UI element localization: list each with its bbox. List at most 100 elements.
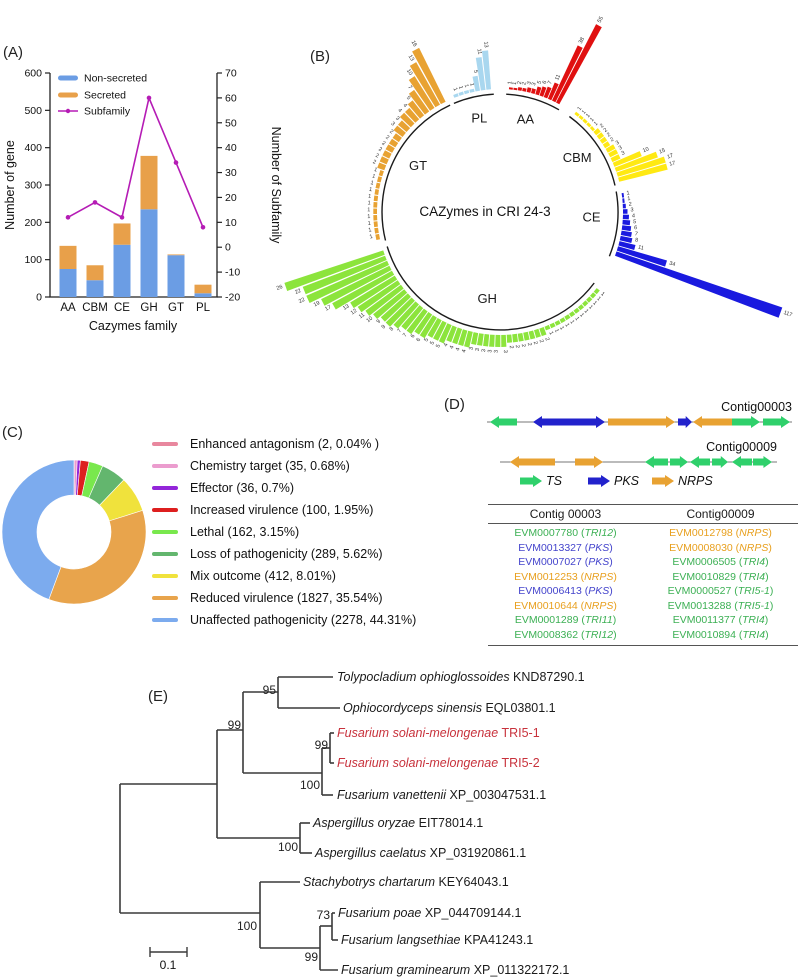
bar-value-label: 1: [583, 308, 590, 314]
cazyme-bar: [501, 334, 507, 347]
cazyme-bar: [464, 330, 473, 348]
bar-value-label: 9: [376, 319, 382, 325]
bar-value-label: 13: [407, 54, 415, 62]
bar-value-label: 1: [581, 109, 588, 115]
cazyme-bar: [593, 288, 600, 295]
bar-value-label: 3: [468, 347, 474, 351]
cazyme-bar: [489, 334, 495, 347]
legend-label: TS: [546, 474, 563, 488]
cazyme-bar: [528, 330, 536, 340]
bar-value-label: 2: [526, 342, 533, 346]
bar-value-label: 1: [463, 84, 470, 89]
bar-value-label: 6: [416, 337, 423, 343]
x-tick-label: CE: [114, 302, 130, 314]
cazyme-bar: [582, 118, 588, 124]
right-tick-label: 20: [225, 192, 237, 204]
cazyme-bar: [586, 296, 593, 303]
cazyme-bar: [350, 275, 398, 309]
cazyme-bar: [405, 107, 420, 123]
legend-label: Unaffected pathogenicity (2278, 44.31%): [190, 613, 417, 627]
bar-value-label: 6: [542, 80, 549, 85]
cazyme-bar: [602, 141, 611, 149]
right-tick-label: 70: [225, 68, 237, 80]
legend-item: Lethal (162, 3.15%): [152, 521, 416, 543]
cazyme-bar: [482, 50, 491, 90]
cazyme-bar: [543, 86, 552, 99]
family-name-label: CE: [582, 210, 600, 225]
cazyme-bar: [373, 215, 378, 221]
left-tick-label: 300: [24, 180, 42, 192]
cazyme-bar: [392, 133, 402, 143]
donut-legend: Enhanced antagonism (2, 0.04% ) Chemistry…: [152, 433, 416, 631]
bar-value-label: 2: [543, 337, 550, 342]
cazyme-bar: [582, 300, 589, 307]
x-tick-label: PL: [196, 302, 211, 314]
left-tick-label: 0: [36, 292, 42, 304]
family-arc: [506, 93, 560, 111]
legend-item: Chemistry target (35, 0.68%): [152, 455, 416, 477]
bar-value-label: 5: [429, 340, 436, 345]
legend-swatch: [152, 595, 178, 601]
gene-arrow: [763, 416, 790, 428]
gene-table-col2: EVM0012798 (NRPS) EVM0008030 (NRPS) EVM000…: [643, 526, 798, 642]
gene-arrow: [690, 456, 710, 468]
family-name-label: GT: [409, 158, 427, 173]
cazyme-family-bar-chart: Number of gene Number of Subfamily Cazym…: [3, 68, 283, 334]
cazyme-bar: [578, 115, 584, 121]
cazyme-bar: [414, 312, 433, 335]
panel-e-label: (E): [148, 688, 168, 705]
cazyme-bar: [427, 318, 442, 338]
cazyme-bar: [393, 301, 419, 329]
cazyme-bar: [399, 112, 415, 128]
legend-item: Unaffected pathogenicity (2278, 44.31%): [152, 609, 416, 631]
cazyme-bar: [616, 246, 667, 267]
cazyme-bar: [378, 170, 384, 177]
x-tick-label: GH: [140, 302, 157, 314]
taxon-label: Fusarium vanettenii XP_003047531.1: [337, 788, 546, 802]
cazyme-bar: [621, 192, 625, 198]
bar-value-label: 117: [783, 310, 793, 319]
cazyme-bar: [379, 156, 389, 165]
bar-value-label: 1: [512, 81, 518, 85]
bar-value-label: 13: [482, 41, 489, 48]
gene-arrow: [712, 456, 728, 468]
gene-entry: EVM0010894 (TRI4): [672, 628, 769, 641]
cazyme-bar: [577, 304, 585, 311]
cazyme-bar: [469, 88, 475, 93]
cazyme-bar: [534, 328, 541, 338]
legend-label: Secreted: [84, 90, 126, 102]
cazyme-bar: [544, 324, 551, 331]
cazyme-bar: [618, 241, 636, 250]
gene-arrow: [645, 456, 668, 468]
cazyme-bar: [620, 230, 632, 237]
left-tick-label: 100: [24, 254, 42, 266]
x-tick-label: GT: [168, 302, 184, 314]
cazyme-bar: [539, 86, 547, 97]
y-axis-right-title: Number of Subfamily: [269, 127, 283, 244]
cazyme-bar: [612, 151, 642, 167]
bar-nonsecreted: [86, 280, 104, 297]
bar-value-label: 2: [388, 129, 394, 136]
bar-value-label: 2: [599, 123, 605, 130]
cazyme-bar: [446, 325, 457, 343]
y-axis-left-title: Number of gene: [3, 140, 17, 230]
gene-arrow: [732, 416, 760, 428]
bar-value-label: 2: [521, 82, 527, 86]
bar-value-label: 38: [578, 37, 586, 45]
bar-value-label: 3: [531, 82, 538, 87]
bar-value-label: 3: [394, 115, 400, 122]
cazyme-bar: [547, 82, 559, 101]
gene-arrow: [533, 416, 553, 428]
bar-secreted: [86, 265, 104, 281]
bar-value-label: 1: [373, 167, 378, 174]
bar-value-label: 1: [368, 194, 372, 200]
gene-entry: EVM0001289 (TRI11): [514, 614, 617, 626]
bar-value-label: 55: [597, 16, 605, 24]
bar-value-label: 34: [668, 261, 676, 269]
bar-value-label: 2: [381, 140, 387, 147]
cazyme-bar: [622, 219, 631, 226]
bar-value-label: 8: [389, 326, 395, 332]
legend-arrow: [652, 475, 674, 487]
cazyme-bar: [539, 327, 547, 337]
